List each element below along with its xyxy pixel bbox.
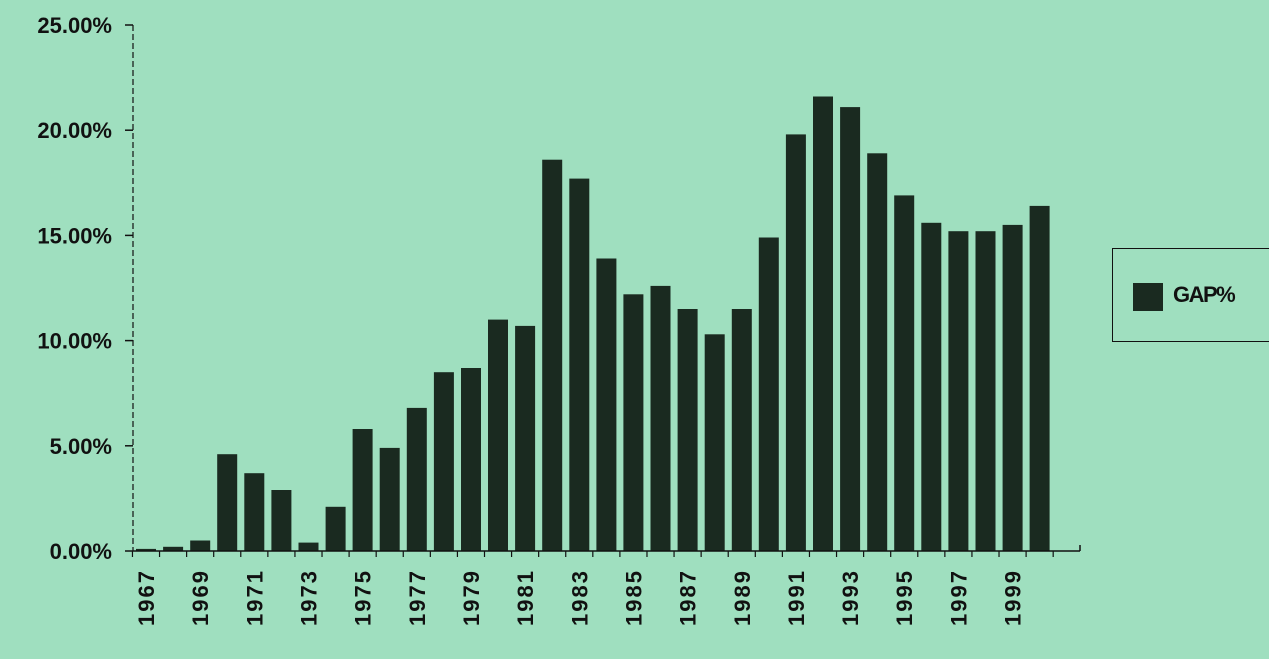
bar [136, 548, 156, 551]
x-tick-label: 1993 [838, 569, 863, 626]
bar [894, 195, 915, 551]
x-tick-label: 1989 [730, 569, 755, 626]
bar [325, 506, 346, 551]
x-tick-label: 1977 [405, 569, 430, 626]
bar [406, 407, 427, 551]
x-tick-label: 1995 [892, 569, 917, 626]
bar [298, 542, 319, 551]
y-tick-label: 20.00% [37, 118, 112, 143]
bar [731, 309, 752, 551]
bar [1029, 205, 1050, 551]
bar [948, 231, 969, 551]
bar [975, 231, 996, 551]
bar [704, 334, 725, 551]
bar [488, 319, 508, 551]
x-tick-label: 1971 [242, 569, 267, 626]
y-axis: 0.00% 5.00% 10.00% 15.00% 20.00% 25.00% [37, 13, 134, 564]
bar [433, 372, 454, 551]
x-tick-label: 1981 [513, 569, 538, 626]
y-tick-label: 0.00% [50, 539, 112, 564]
bar [352, 429, 373, 551]
y-tick-label: 5.00% [50, 434, 112, 459]
bar [190, 540, 211, 551]
x-tick-label: 1985 [621, 569, 646, 626]
bar [244, 473, 265, 551]
bar [677, 309, 698, 551]
x-tick-label: 1975 [351, 569, 376, 626]
x-axis: 1967 1969 1971 1973 1975 1977 1979 1981 1983 1985… [131, 545, 1081, 626]
bar [163, 546, 184, 551]
bar [217, 454, 238, 551]
y-tick-label: 15.00% [37, 223, 112, 248]
legend-label: GAP% [1173, 282, 1236, 307]
y-tick-label: 25.00% [37, 13, 112, 38]
bar [271, 490, 292, 551]
y-tick-label: 10.00% [37, 329, 112, 354]
bar [461, 368, 481, 551]
bar [569, 178, 590, 551]
x-tick-label: 1991 [784, 569, 809, 626]
bar [596, 258, 617, 551]
bars-group [136, 96, 1050, 552]
bar [542, 159, 563, 551]
bar [785, 134, 806, 551]
x-tick-label: 1999 [1001, 569, 1026, 626]
x-tick-label: 1979 [459, 569, 484, 626]
bar [758, 237, 779, 551]
bar [867, 153, 888, 552]
bar [623, 294, 644, 551]
bar [650, 285, 671, 551]
x-tick-label: 1967 [134, 569, 159, 626]
bar [379, 447, 400, 551]
x-tick-label: 1983 [567, 569, 592, 626]
x-tick-label: 1973 [297, 569, 322, 626]
x-tick-label: 1969 [188, 569, 213, 626]
bar [515, 325, 536, 551]
legend-swatch [1133, 283, 1163, 311]
bar [1002, 224, 1023, 551]
bar [840, 107, 861, 551]
x-tick-label: 1997 [946, 569, 971, 626]
legend: GAP% [1112, 248, 1269, 342]
bar [921, 222, 942, 552]
x-tick-label: 1987 [676, 569, 701, 626]
bar [813, 96, 833, 551]
